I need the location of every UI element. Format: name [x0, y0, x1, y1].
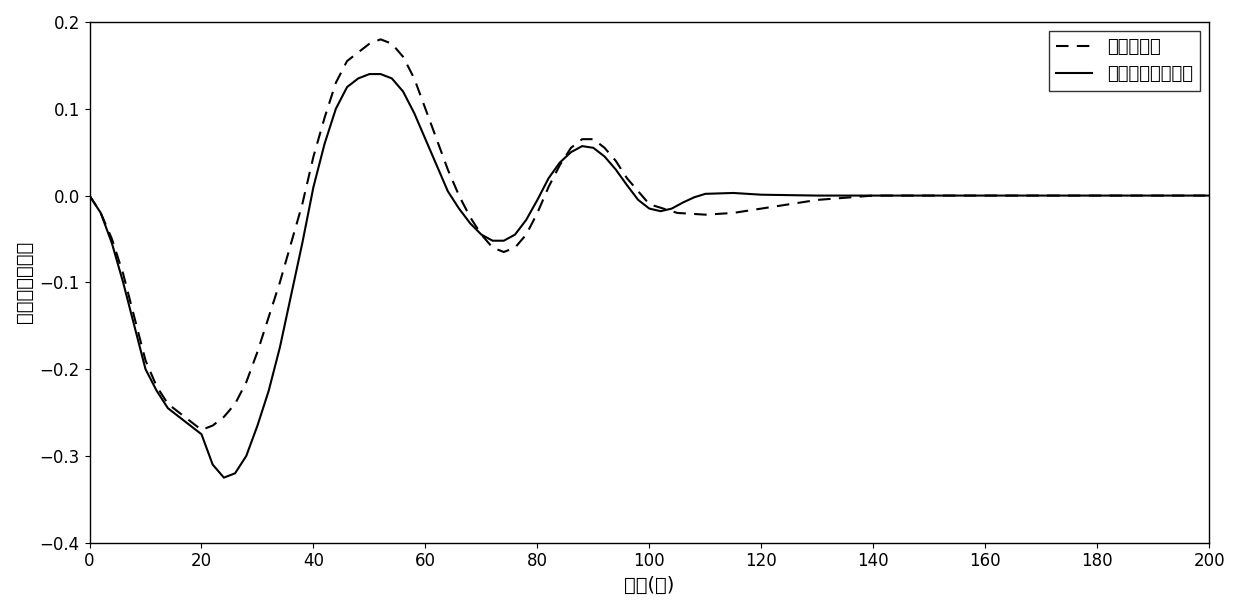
变增益超扭曲算法: [217, 474, 232, 481]
超扭曲算法: [82, 192, 97, 199]
变增益超扭曲算法: [317, 140, 332, 147]
超扭曲算法: [373, 36, 388, 43]
Line: 超扭曲算法: 超扭曲算法: [89, 40, 1209, 430]
变增益超扭曲算法: [429, 162, 444, 169]
变增益超扭曲算法: [82, 192, 97, 199]
变增益超扭曲算法: [362, 70, 377, 77]
超扭曲算法: [284, 240, 299, 247]
变增益超扭曲算法: [676, 199, 691, 206]
超扭曲算法: [429, 135, 444, 143]
超扭曲算法: [451, 192, 466, 199]
超扭曲算法: [1146, 192, 1161, 199]
超扭曲算法: [587, 135, 601, 143]
变增益超扭曲算法: [418, 135, 433, 143]
X-axis label: 时间(秒): 时间(秒): [624, 576, 675, 595]
变增益超扭曲算法: [1202, 192, 1216, 199]
超扭曲算法: [306, 153, 321, 160]
变增益超扭曲算法: [273, 344, 288, 351]
Line: 变增益超扭曲算法: 变增益超扭曲算法: [89, 74, 1209, 478]
Legend: 超扭曲算法, 变增益超扭曲算法: 超扭曲算法, 变增益超扭曲算法: [1049, 31, 1200, 90]
超扭曲算法: [1202, 192, 1216, 199]
超扭曲算法: [193, 426, 208, 434]
Y-axis label: 频率差（赫兹）: 频率差（赫兹）: [15, 241, 33, 323]
变增益超扭曲算法: [138, 365, 153, 373]
